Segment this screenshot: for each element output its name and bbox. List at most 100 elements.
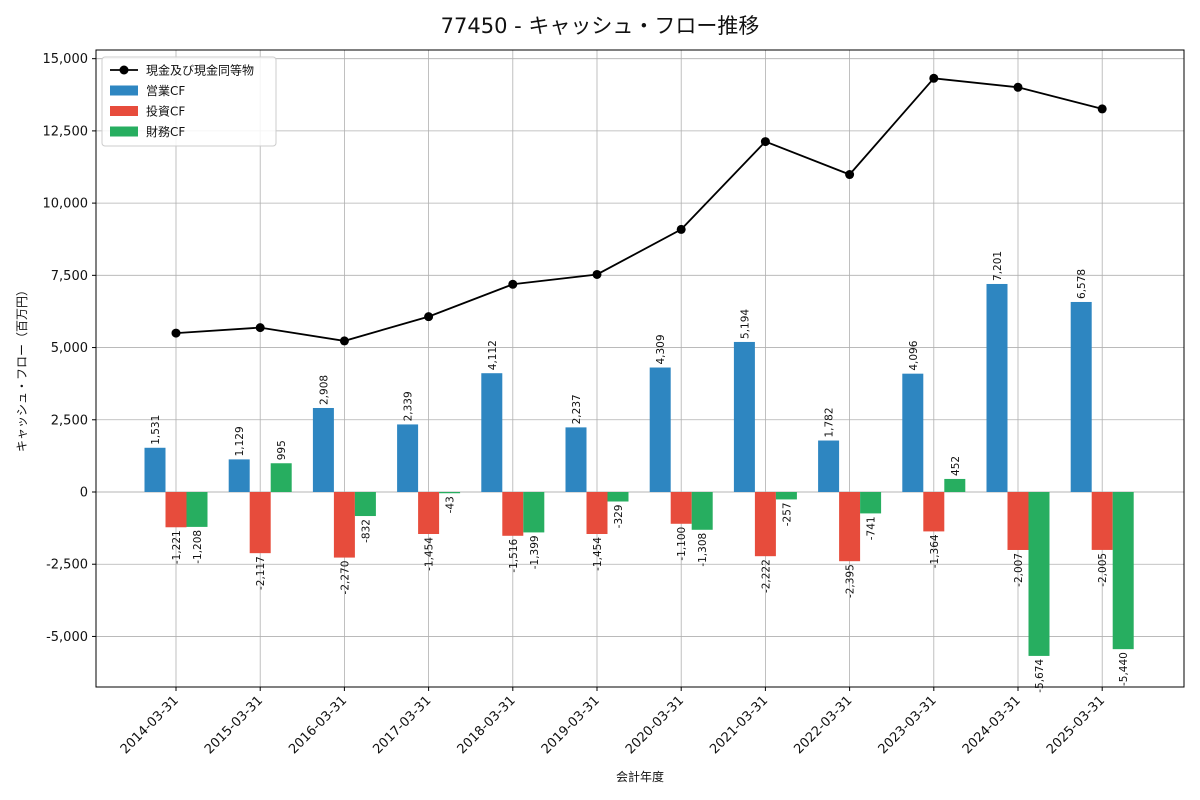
x-tick-label: 2020-03-31 [623, 693, 687, 757]
legend-swatch [110, 126, 138, 137]
bar-value-label: 2,908 [318, 375, 330, 405]
x-tick-label: 2023-03-31 [876, 693, 940, 757]
bar-value-label: -2,005 [1097, 553, 1109, 587]
bar [754, 492, 776, 557]
bar-value-label: -1,454 [424, 537, 436, 571]
bar [144, 447, 166, 492]
bar-value-label: -2,222 [760, 559, 772, 593]
x-axis-label: 会計年度 [616, 769, 664, 784]
cash-point [929, 73, 939, 83]
bar [565, 427, 587, 492]
cash-point [508, 279, 518, 289]
bar-value-label: -43 [445, 496, 457, 513]
bars-layer [144, 283, 1134, 656]
bar-value-label: 1,129 [234, 426, 246, 456]
bar-value-label: -257 [781, 502, 793, 526]
cash-line [175, 77, 1103, 342]
legend-swatch [110, 106, 138, 116]
bar [691, 492, 713, 530]
bar [818, 440, 840, 492]
bar [775, 492, 797, 500]
x-tick-label: 2019-03-31 [539, 693, 603, 757]
x-tick-label: 2025-03-31 [1044, 693, 1108, 757]
bar [607, 492, 629, 502]
y-tick-label: -2,500 [46, 558, 88, 573]
y-tick-label: 5,000 [51, 341, 88, 356]
x-tick-label: 2017-03-31 [370, 693, 434, 757]
y-axis-label: キャッシュ・フロー（百万円） [15, 284, 29, 452]
bar-value-label: -1,516 [508, 538, 520, 572]
cash-point [255, 323, 265, 333]
bar [1112, 492, 1134, 650]
legend-label: 財務CF [146, 124, 185, 139]
y-tick-label: 7,500 [51, 269, 88, 284]
bar [228, 459, 250, 492]
bar-value-label: -2,270 [339, 561, 351, 595]
bar-value-label: -1,364 [929, 534, 941, 568]
x-tick-label: 2018-03-31 [455, 693, 519, 757]
bar-value-label: -2,117 [255, 556, 267, 590]
plot-frame [95, 49, 1185, 688]
x-tick-label: 2016-03-31 [286, 693, 350, 757]
line-layer [171, 73, 1107, 346]
cash-point [424, 312, 434, 322]
bar-value-label: 2,237 [571, 394, 583, 424]
bar [165, 492, 187, 528]
x-tick-label: 2015-03-31 [202, 693, 266, 757]
legend-label: 投資CF [146, 104, 185, 119]
bar-value-label: -329 [613, 505, 625, 529]
y-tick-label: 10,000 [43, 197, 89, 212]
x-tick-label: 2022-03-31 [791, 693, 855, 757]
bar-value-label: 1,531 [150, 415, 162, 445]
bar-value-label: 452 [950, 456, 962, 476]
bar-value-label: -741 [866, 516, 878, 540]
bar [944, 478, 966, 492]
bar-value-label: 1,782 [824, 407, 836, 437]
bar [270, 463, 292, 492]
x-tick-label: 2024-03-31 [960, 693, 1024, 757]
legend-marker [119, 65, 129, 75]
x-tick-label: 2021-03-31 [707, 693, 771, 757]
bar [586, 492, 608, 535]
y-tick-label: 0 [80, 486, 88, 501]
bar [439, 492, 461, 494]
bar [397, 424, 419, 492]
bar-value-label: -5,674 [1034, 659, 1046, 693]
bar [1007, 492, 1029, 550]
bar-value-label: -1,399 [529, 535, 541, 569]
bar-value-label: 4,309 [655, 334, 667, 364]
bar [670, 492, 692, 524]
cash-point [1013, 82, 1023, 92]
y-tick-label: -5,000 [46, 630, 88, 645]
bar-value-label: -2,395 [845, 564, 857, 598]
bar [354, 492, 376, 517]
bar-value-label: 995 [276, 440, 288, 460]
bar [418, 492, 440, 535]
legend-label: 現金及び現金同等物 [146, 63, 254, 78]
bar-value-label: 6,578 [1076, 269, 1088, 299]
legend-box [101, 56, 277, 147]
bar-value-label: -1,454 [592, 537, 604, 571]
bar [186, 492, 208, 527]
bar-value-label: -1,308 [697, 533, 709, 567]
bar-value-label: 2,339 [403, 391, 415, 421]
bar-value-label: 4,112 [487, 340, 499, 370]
bar [1091, 492, 1113, 550]
cash-point [592, 269, 602, 279]
bar [902, 373, 924, 492]
bar [839, 492, 861, 562]
cash-point [171, 328, 181, 338]
bar [1070, 301, 1092, 492]
cash-point [760, 137, 770, 147]
bar-value-label: -1,221 [171, 530, 183, 564]
cash-point [845, 170, 855, 180]
bar [986, 283, 1008, 492]
cash-point [676, 224, 686, 234]
y-tick-label: 15,000 [43, 52, 89, 67]
bar-value-label: 4,096 [908, 340, 920, 370]
bar [502, 492, 524, 536]
bar-value-label: -1,100 [676, 527, 688, 561]
